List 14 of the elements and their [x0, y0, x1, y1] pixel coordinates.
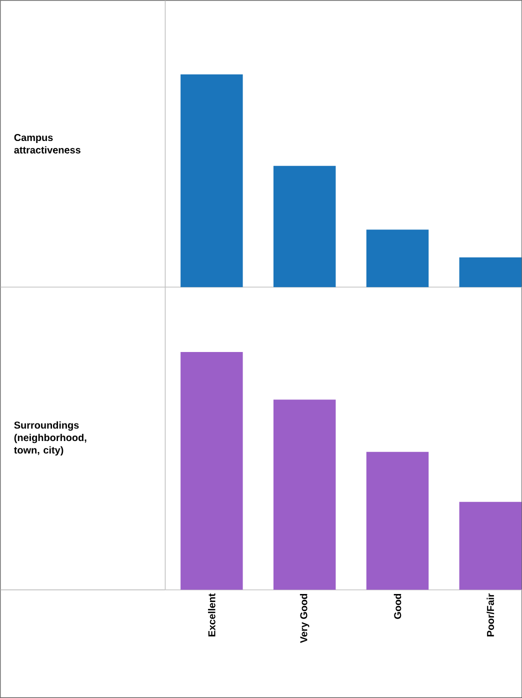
bar	[273, 166, 336, 288]
y-axis-title: Surroundings (neighborhood, town, city)	[14, 421, 86, 456]
bar	[180, 74, 243, 288]
bar	[459, 257, 522, 288]
x-tick-label: Good	[394, 594, 402, 619]
x-tick-label: Poor/Fair	[486, 593, 494, 636]
bar	[459, 502, 522, 590]
bar	[366, 230, 428, 288]
bar	[366, 452, 428, 590]
bar	[273, 400, 336, 590]
y-axis-title: Campus attractiveness	[14, 134, 80, 154]
x-tick-label: Excellent	[208, 593, 216, 636]
bar	[180, 352, 243, 590]
x-tick-label: Very Good	[300, 594, 310, 644]
